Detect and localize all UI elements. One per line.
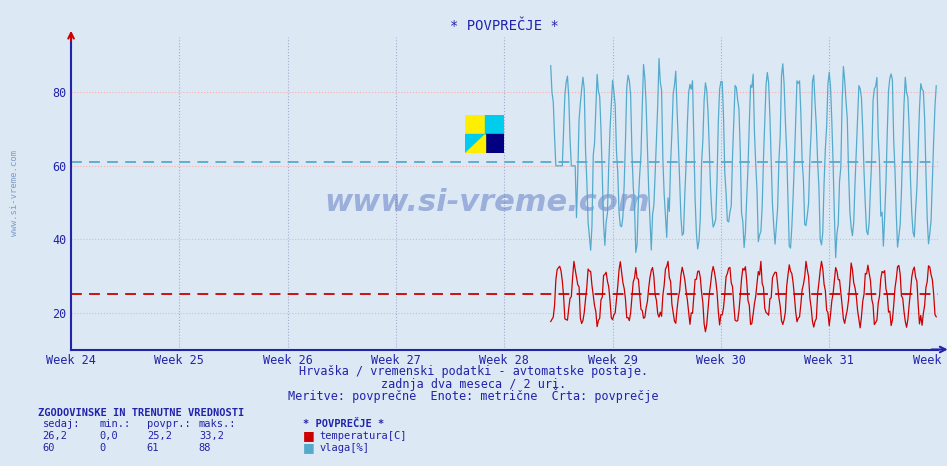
Bar (465, 115, 485, 134)
Text: povpr.:: povpr.: (147, 419, 190, 429)
Bar (465, 134, 485, 153)
Text: zadnja dva meseca / 2 uri.: zadnja dva meseca / 2 uri. (381, 378, 566, 391)
Title: * POVPREČJE *: * POVPREČJE * (450, 19, 559, 34)
Text: min.:: min.: (99, 419, 131, 429)
Text: 60: 60 (43, 443, 55, 452)
Text: www.si-vreme.com: www.si-vreme.com (324, 188, 650, 217)
Bar (485, 115, 505, 134)
Text: 0,0: 0,0 (99, 431, 118, 441)
Text: temperatura[C]: temperatura[C] (319, 431, 406, 441)
Text: ZGODOVINSKE IN TRENUTNE VREDNOSTI: ZGODOVINSKE IN TRENUTNE VREDNOSTI (38, 408, 244, 418)
Text: 88: 88 (199, 443, 211, 452)
Text: www.si-vreme.com: www.si-vreme.com (10, 151, 19, 236)
Text: ■: ■ (303, 441, 314, 453)
Text: * POVPREČJE *: * POVPREČJE * (303, 419, 384, 429)
Text: ■: ■ (303, 429, 314, 442)
Text: 0: 0 (99, 443, 106, 452)
Text: maks.:: maks.: (199, 419, 237, 429)
Text: Hrvaška / vremenski podatki - avtomatske postaje.: Hrvaška / vremenski podatki - avtomatske… (299, 365, 648, 378)
Bar (485, 134, 505, 153)
Text: 33,2: 33,2 (199, 431, 223, 441)
Text: vlaga[%]: vlaga[%] (319, 443, 369, 452)
Polygon shape (465, 134, 485, 153)
Text: 61: 61 (147, 443, 159, 452)
Text: 25,2: 25,2 (147, 431, 171, 441)
Text: Meritve: povprečne  Enote: metrične  Črta: povprečje: Meritve: povprečne Enote: metrične Črta:… (288, 388, 659, 403)
Text: 26,2: 26,2 (43, 431, 67, 441)
Text: sedaj:: sedaj: (43, 419, 80, 429)
